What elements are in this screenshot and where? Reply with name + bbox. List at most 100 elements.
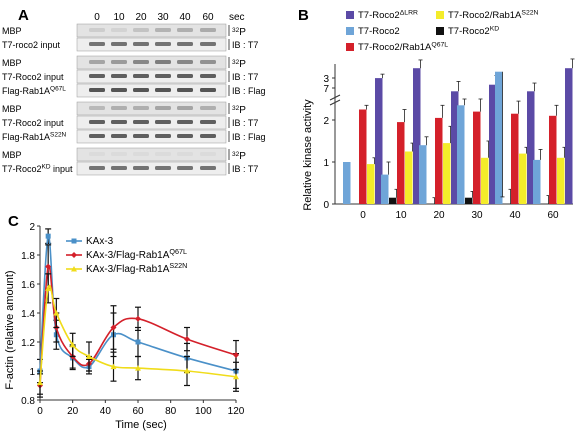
blot-band [200, 74, 216, 78]
legend-entry: T7-Roco2 [358, 26, 400, 37]
line-chart-legend: KAx-3KAx-3/Flag-Rab1AQ67LKAx-3/Flag-Rab1… [66, 236, 187, 275]
bar-y-tick-label: 7 [323, 84, 329, 95]
point-marker [233, 352, 239, 359]
point-marker [233, 373, 239, 380]
blot-band [177, 74, 193, 78]
bar [405, 151, 413, 204]
line-y-tick-label: 1.6 [21, 280, 35, 291]
panel-label-a: A [18, 7, 29, 24]
point-marker [45, 233, 51, 239]
bar-category-label: 40 [509, 210, 521, 221]
blot-band [133, 120, 149, 124]
blot-band [133, 106, 149, 110]
blot-row-label: Flag-Rab1AQ67L [2, 86, 66, 96]
bar-category-label: 0 [360, 210, 366, 221]
bar [495, 71, 503, 204]
blot-band [155, 106, 171, 110]
blot-band [200, 42, 216, 46]
blot-band [155, 120, 171, 124]
legend-entry: KAx-3/Flag-Rab1AQ67L [86, 247, 187, 261]
bar [381, 174, 389, 204]
blot-row-label: Flag-Rab1AS22N [2, 132, 67, 142]
blot-band [133, 28, 149, 32]
blot-strip [76, 129, 227, 144]
legend-swatch [346, 11, 354, 19]
western-blot-panel: 0 10 20 30 40 60 sec MBP 32P T7-roco2 input IB : T… [2, 12, 266, 176]
legend-entry: T7-Roco2KD [448, 25, 499, 37]
blot-strip [76, 147, 227, 162]
bar [519, 153, 527, 204]
bar-chart-legend: T7-Roco2ΔLRR T7-Roco2/Rab1AS22N T7-Roco2 T7… [346, 9, 539, 53]
blot-row-label: MBP [2, 104, 22, 114]
blot-band [89, 134, 105, 138]
point-marker [110, 363, 117, 370]
blot-row-label: T7-Roco2 input [2, 72, 64, 82]
bar [443, 143, 451, 204]
blot-band [89, 152, 105, 156]
blot-row-label: T7-roco2 input [2, 40, 61, 50]
bar [527, 91, 535, 204]
bar-y-tick-label: 2 [323, 116, 329, 127]
blot-band [177, 28, 193, 32]
line-x-tick-label: 120 [228, 406, 245, 417]
time-point-label: 20 [135, 12, 147, 23]
bar [397, 122, 405, 204]
blot-band [200, 134, 216, 138]
point-marker [37, 379, 43, 386]
legend-entry: KAx-3 [86, 236, 114, 247]
blot-band [133, 74, 149, 78]
blot-band [89, 88, 105, 92]
bar [565, 68, 573, 204]
bar [489, 84, 497, 204]
line-y-tick-label: 1.8 [21, 251, 35, 262]
blot-band [89, 120, 105, 124]
bar [451, 91, 459, 204]
blot-band [200, 120, 216, 124]
point-marker [184, 368, 190, 374]
legend-entry: T7-Roco2ΔLRR [358, 9, 418, 21]
blot-band [155, 152, 171, 156]
panel-label-c: C [8, 213, 19, 230]
bar-category-label: 20 [433, 210, 445, 221]
blot-band [111, 134, 127, 138]
blot-row-label: MBP [2, 150, 22, 160]
line-y-tick-label: 1 [29, 367, 35, 378]
blot-band [200, 28, 216, 32]
blot-band [155, 88, 171, 92]
blot-band [111, 42, 127, 46]
blot-band [177, 42, 193, 46]
immunoblot-label: IB : T7 [232, 118, 258, 128]
bar [435, 117, 443, 204]
point-marker [45, 285, 52, 291]
point-marker [86, 353, 92, 359]
bar-category-label: 30 [471, 210, 483, 221]
blot-band [111, 166, 127, 170]
blot-band [200, 152, 216, 156]
point-marker [135, 365, 141, 371]
bar [367, 164, 375, 204]
bar [473, 111, 481, 204]
bar [375, 78, 383, 204]
blot-band [133, 88, 149, 92]
blot-band [133, 60, 149, 64]
blot-row-label: MBP [2, 26, 22, 36]
time-point-label: 0 [94, 12, 100, 23]
blot-row-label: MBP [2, 58, 22, 68]
bar [419, 145, 427, 204]
line-x-tick-label: 40 [100, 406, 112, 417]
isotope-label: 32P [232, 27, 246, 38]
bar [359, 109, 367, 204]
blot-band [155, 28, 171, 32]
blot-band [155, 166, 171, 170]
blot-band [177, 60, 193, 64]
bar [343, 162, 351, 204]
blot-strip [76, 161, 227, 176]
blot-band [133, 166, 149, 170]
blot-strip [76, 23, 227, 38]
point-marker [110, 324, 117, 331]
immunoblot-label: IB : T7 [232, 72, 258, 82]
immunoblot-label: IB : T7 [232, 40, 258, 50]
blot-strip [76, 55, 227, 70]
legend-entry: T7-Roco2/Rab1AS22N [448, 9, 539, 21]
